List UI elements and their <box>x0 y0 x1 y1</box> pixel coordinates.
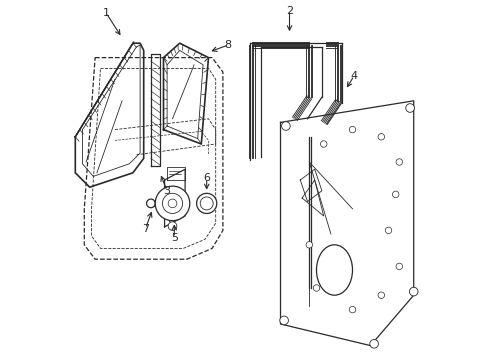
Circle shape <box>348 306 355 313</box>
Circle shape <box>408 287 417 296</box>
Text: 2: 2 <box>285 6 292 16</box>
Text: 8: 8 <box>224 40 231 50</box>
Text: 1: 1 <box>102 8 109 18</box>
Circle shape <box>405 104 413 112</box>
Ellipse shape <box>316 245 352 295</box>
Circle shape <box>313 285 319 291</box>
Circle shape <box>281 122 289 130</box>
Circle shape <box>146 199 155 208</box>
Circle shape <box>168 222 177 230</box>
Circle shape <box>279 316 288 325</box>
Text: 6: 6 <box>203 173 210 183</box>
Text: 3: 3 <box>163 186 170 196</box>
Circle shape <box>320 141 326 147</box>
Circle shape <box>348 126 355 133</box>
Text: 7: 7 <box>142 224 149 234</box>
Circle shape <box>305 242 312 248</box>
Circle shape <box>377 134 384 140</box>
Circle shape <box>395 159 402 165</box>
Circle shape <box>392 191 398 198</box>
Circle shape <box>196 193 216 213</box>
Circle shape <box>369 339 378 348</box>
Polygon shape <box>164 169 185 227</box>
Polygon shape <box>167 167 185 180</box>
Text: 5: 5 <box>170 233 178 243</box>
Circle shape <box>395 263 402 270</box>
Polygon shape <box>300 169 321 202</box>
Polygon shape <box>280 101 413 346</box>
Circle shape <box>377 292 384 298</box>
Circle shape <box>385 227 391 234</box>
Circle shape <box>155 186 189 221</box>
Text: 4: 4 <box>350 71 357 81</box>
